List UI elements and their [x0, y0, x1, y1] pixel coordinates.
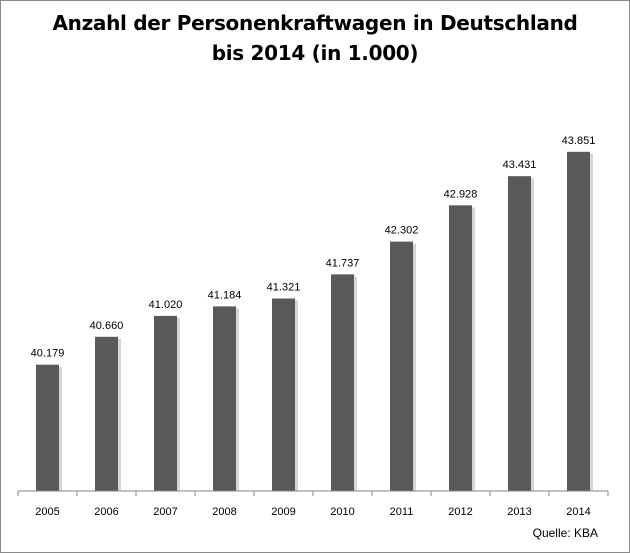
value-label-2010: 41.737 — [326, 257, 360, 269]
value-label-2005: 40.179 — [31, 348, 65, 360]
value-label-2006: 40.660 — [90, 320, 124, 332]
x-tick-label-2014: 2014 — [566, 506, 590, 518]
bar-2008 — [213, 306, 236, 491]
bar-2006 — [95, 336, 118, 491]
value-label-2009: 41.321 — [267, 281, 301, 293]
chart-title: Anzahl der Personenkraftwagen in Deutsch… — [0, 8, 630, 68]
x-tick-label-2013: 2013 — [507, 506, 531, 518]
x-tick-label-2007: 2007 — [153, 506, 177, 518]
value-label-2012: 42.928 — [444, 188, 478, 200]
bar-2010 — [331, 274, 354, 491]
x-tick-label-2012: 2012 — [448, 506, 472, 518]
bar-2012 — [449, 205, 472, 491]
bar-2009 — [272, 298, 295, 491]
x-tick-label-2008: 2008 — [212, 506, 236, 518]
x-tick-label-2005: 2005 — [35, 506, 59, 518]
x-tick-label-2006: 2006 — [94, 506, 118, 518]
x-tick-label-2011: 2011 — [390, 506, 414, 518]
value-label-2007: 41.020 — [149, 299, 183, 311]
bar-2007 — [154, 315, 177, 491]
value-label-2011: 42.302 — [385, 225, 419, 237]
x-tick-label-2010: 2010 — [330, 506, 354, 518]
bar-2014 — [567, 151, 590, 492]
value-label-2008: 41.184 — [208, 289, 242, 301]
chart-title-line-2: bis 2014 (in 1.000) — [211, 41, 419, 65]
value-label-2013: 43.431 — [503, 159, 537, 171]
bar-2005 — [36, 364, 59, 491]
value-label-2014: 43.851 — [562, 135, 596, 147]
chart-title-line-1: Anzahl der Personenkraftwagen in Deutsch… — [52, 11, 578, 35]
x-tick-label-2009: 2009 — [271, 506, 295, 518]
bar-2013 — [508, 176, 531, 491]
bar-2011 — [390, 241, 413, 491]
source-note: Quelle: KBA — [532, 526, 598, 540]
